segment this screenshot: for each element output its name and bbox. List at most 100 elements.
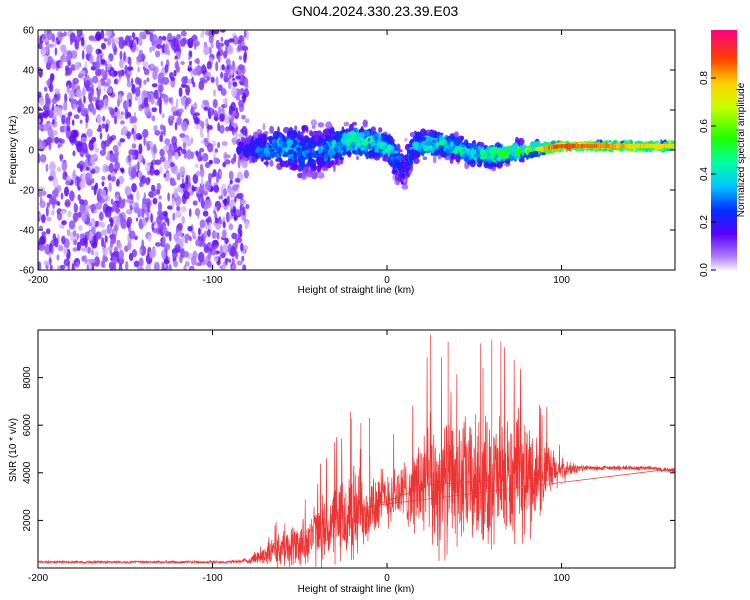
colorbar-gradient — [711, 30, 737, 270]
spectrogram-cell — [212, 98, 218, 109]
spectrogram-cell — [84, 158, 89, 168]
spectrogram-cell — [188, 55, 191, 61]
spectrogram-cell — [546, 145, 549, 150]
spectrogram-cell — [97, 91, 100, 101]
snr-ytick-label: 4000 — [22, 461, 33, 484]
spectrogram-cell — [598, 144, 600, 148]
spectrogram-cell — [543, 146, 546, 150]
spectrogram-cell — [199, 163, 204, 171]
spectrogram-cell — [154, 129, 161, 136]
spectrogram-cell — [206, 133, 210, 141]
spectrogram-cell — [617, 144, 619, 148]
spectrogram-cell — [594, 144, 596, 148]
spectrogram-cell — [64, 186, 69, 197]
spectrogram-cell — [657, 144, 660, 148]
spectrogram-cell — [240, 199, 247, 205]
spectrogram-cell — [179, 166, 186, 177]
spectrogram-cell — [38, 96, 45, 106]
spectrogram-cell — [86, 128, 93, 138]
spectrogram-cell — [38, 186, 46, 192]
spectrogram-cell — [272, 141, 278, 149]
spectrogram-cell — [221, 140, 228, 147]
spectrogram-cell — [432, 155, 437, 164]
spectrogram-cell — [52, 177, 59, 188]
spectrogram-cell — [212, 249, 216, 254]
spectrogram-cell — [117, 257, 125, 265]
spectrogram-cell — [83, 96, 86, 104]
spectrogram-cell — [226, 195, 230, 206]
spectrogram-cell — [69, 190, 75, 202]
spectrogram-cell — [88, 91, 93, 103]
spectrogram-cell — [104, 165, 111, 172]
spectrogram-ytick-label: -40 — [20, 226, 35, 237]
spectrogram-cell — [179, 133, 186, 139]
spectrogram-cell — [72, 247, 79, 252]
spectrogram-cell — [635, 144, 638, 148]
spectrogram-cell — [222, 244, 229, 255]
spectrogram-cell — [593, 144, 595, 148]
colorbar-tick-label: 0.4 — [699, 167, 710, 181]
spectrogram-cell — [140, 54, 146, 60]
spectrogram-cell — [624, 144, 626, 148]
spectrogram-cell — [167, 192, 171, 202]
spectrogram-cell — [59, 125, 66, 133]
spectrogram-cell — [162, 210, 168, 217]
spectrogram-cell — [38, 152, 41, 164]
spectrogram-cell — [177, 146, 183, 151]
spectrogram-cell — [235, 95, 241, 101]
spectrogram-xtick-label: 0 — [384, 275, 390, 286]
spectrogram-ytick-label: -60 — [20, 266, 35, 277]
spectrogram-cell — [110, 219, 114, 227]
spectrogram-cell — [193, 116, 200, 125]
spectrogram-cell — [222, 221, 226, 229]
spectrogram-cell — [163, 173, 167, 178]
spectrogram-cell — [216, 141, 221, 149]
spectrogram-cell — [214, 148, 218, 153]
spectrogram-cell — [176, 43, 180, 52]
spectrogram-cell — [441, 151, 444, 158]
spectrogram-cell — [156, 38, 163, 45]
spectrogram-cell — [145, 164, 151, 172]
spectrogram-cell — [219, 30, 226, 33]
spectrogram-cell — [179, 38, 187, 47]
snr-ytick-label: 8000 — [22, 366, 33, 389]
spectrogram-cell — [427, 139, 432, 145]
spectrogram-cell — [88, 172, 93, 180]
spectrogram-cell — [232, 122, 238, 128]
spectrogram-cell — [228, 258, 232, 263]
spectrogram-cell — [105, 123, 109, 133]
spectrogram-cell — [158, 195, 162, 200]
spectrogram-cell — [102, 247, 109, 256]
spectrogram-cell — [220, 36, 224, 42]
figure-title: GN04.2024.330.23.39.E03 — [292, 3, 459, 19]
spectrogram-cell — [85, 166, 90, 171]
spectrogram-cell — [230, 68, 234, 76]
spectrogram-cell — [90, 204, 97, 211]
spectrogram-cell — [162, 125, 166, 136]
spectrogram-cell — [142, 91, 148, 97]
spectrogram-cell — [664, 144, 666, 148]
spectrogram-cell — [213, 206, 218, 212]
spectrogram-cell — [133, 130, 137, 141]
spectrogram-cell — [463, 139, 469, 146]
spectrogram-cell — [43, 86, 48, 92]
spectrogram-cell — [567, 144, 570, 148]
spectrogram-cell — [227, 79, 232, 90]
spectrogram-cell — [137, 35, 143, 47]
spectrogram-cell — [210, 76, 215, 83]
spectrogram-cell — [535, 147, 537, 151]
spectrogram-cell — [91, 96, 98, 102]
spectrogram-cell — [224, 257, 229, 263]
spectrogram-cell — [130, 116, 138, 124]
spectrogram-cell — [603, 144, 605, 148]
spectrogram-cell — [171, 115, 175, 121]
spectrogram-cell — [41, 231, 47, 236]
spectrogram-cell — [79, 203, 86, 214]
spectrogram-cell — [198, 227, 201, 236]
spectrogram-cell — [479, 142, 485, 147]
spectrogram-cell — [54, 136, 60, 144]
spectrogram-cell — [575, 144, 577, 148]
spectrogram-cell — [148, 234, 152, 243]
